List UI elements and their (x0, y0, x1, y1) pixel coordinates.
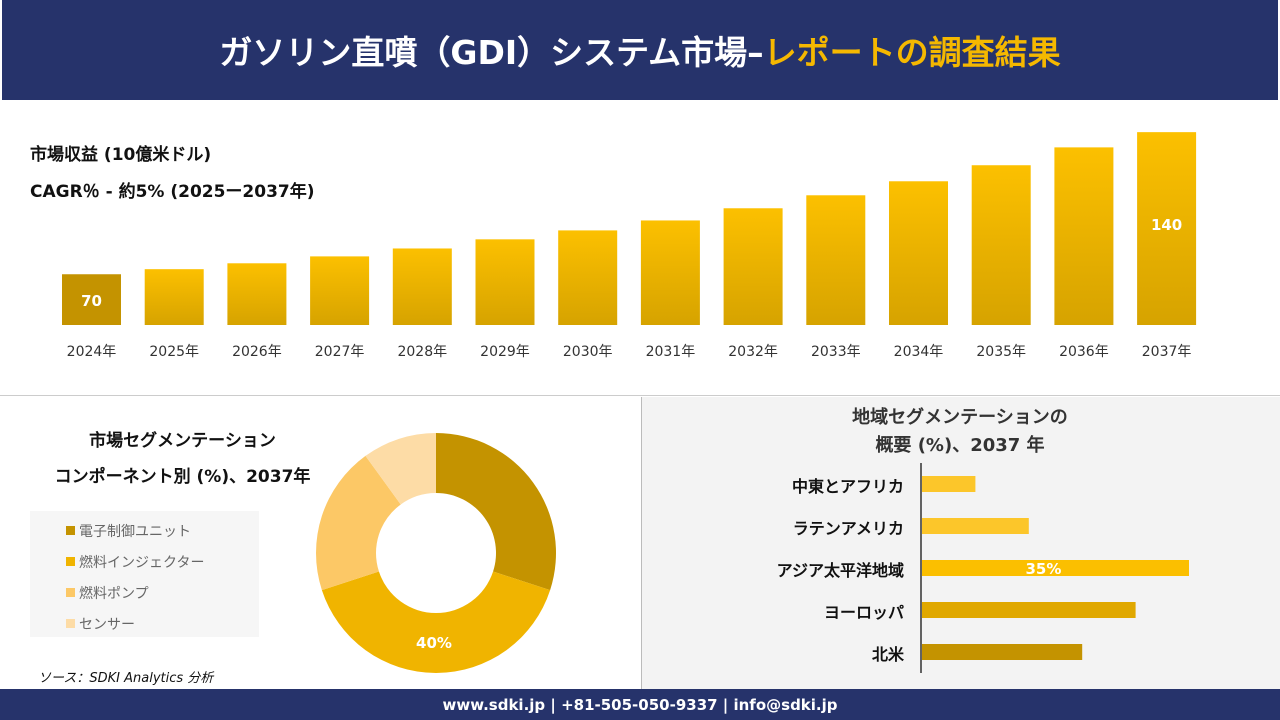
title-main: ガソリン直噴（GDI）システム市場– (219, 33, 764, 72)
regional-title-line2: 概要 (%)、2037 年 (875, 435, 1045, 456)
legend-item: センサー (66, 608, 259, 639)
revenue-bar (475, 239, 535, 325)
revenue-bar (558, 230, 618, 325)
revenue-label: 市場収益 (10億米ドル) (30, 145, 212, 165)
region-label: 中東とアフリカ (791, 477, 904, 496)
year-tick-label: 2025年 (149, 344, 199, 360)
legend-swatch (66, 619, 75, 628)
revenue-bar (62, 274, 121, 325)
donut-slice (321, 571, 551, 673)
revenue-bar (392, 248, 452, 325)
regional-title: 地域セグメンテーションの 概要 (%)、2037 年 (790, 404, 1130, 460)
legend-label: 電子制御ユニット (79, 523, 191, 540)
region-label: 北米 (871, 645, 904, 664)
legend-swatch (66, 526, 75, 535)
revenue-bar (310, 256, 370, 325)
year-tick-label: 2034年 (894, 344, 944, 360)
revenue-bar (1137, 132, 1197, 325)
revenue-bar (640, 220, 700, 325)
year-tick-label: 2031年 (646, 344, 696, 360)
revenue-bar (723, 208, 783, 325)
region-bar (922, 602, 1136, 618)
revenue-bar (227, 263, 287, 325)
legend-item: 電子制御ユニット (66, 515, 259, 546)
region-bar (922, 518, 1029, 534)
bar-data-label: 70 (81, 292, 102, 310)
source-note: ソース：SDKI Analytics 分析 (38, 671, 214, 686)
revenue-bar (971, 165, 1031, 325)
region-label: アジア太平洋地域 (776, 561, 904, 580)
year-tick-label: 2028年 (397, 344, 447, 360)
year-tick-label: 2029年 (480, 344, 530, 360)
year-tick-label: 2035年 (976, 344, 1026, 360)
legend-label: センサー (79, 616, 135, 633)
legend-label: 燃料ポンプ (79, 585, 149, 602)
legend-item: 燃料ポンプ (66, 577, 259, 608)
revenue-bar (144, 269, 204, 325)
title-accent: レポートの調査結果 (763, 33, 1061, 72)
cagr-label: CAGR％ - 約5% (2025ー2037年) (30, 182, 315, 202)
donut-slice (436, 433, 556, 591)
year-tick-label: 2036年 (1059, 344, 1109, 360)
region-data-label: 35% (1026, 560, 1062, 578)
region-label: ラテンアメリカ (792, 519, 904, 538)
legend-swatch (66, 557, 75, 566)
region-bar (922, 644, 1083, 660)
footer-contact: www.sdki.jp | +81-505-050-9337 | info@sd… (0, 689, 1280, 720)
page-title: ガソリン直噴（GDI）システム市場– レポートの調査結果 (2, 0, 1278, 100)
year-tick-label: 2037年 (1142, 344, 1192, 360)
legend-item: 燃料インジェクター (66, 546, 259, 577)
year-tick-label: 2033年 (811, 344, 861, 360)
legend-label: 燃料インジェクター (79, 554, 205, 571)
region-label: ヨーロッパ (823, 603, 904, 622)
divider (0, 395, 1280, 396)
legend-swatch (66, 588, 75, 597)
region-bar (922, 476, 976, 492)
region-bar (922, 560, 1189, 576)
component-subtitle: コンポーネント別 (%)、2037年 (54, 467, 311, 487)
year-tick-label: 2032年 (728, 344, 778, 360)
revenue-bar (889, 181, 948, 325)
year-tick-label: 2024年 (67, 344, 117, 360)
component-title: 市場セグメンテーション (89, 431, 276, 451)
regional-title-line1: 地域セグメンテーションの (852, 407, 1068, 428)
bar-data-label: 140 (1151, 216, 1182, 234)
revenue-bar (1054, 147, 1114, 325)
revenue-bar (806, 195, 866, 325)
year-tick-label: 2027年 (315, 344, 365, 360)
year-tick-label: 2030年 (563, 344, 613, 360)
donut-legend: 電子制御ユニット 燃料インジェクター 燃料ポンプ センサー (30, 511, 259, 637)
year-tick-label: 2026年 (232, 344, 282, 360)
donut-data-label: 40% (416, 634, 452, 652)
donut-slice (316, 455, 401, 591)
donut-slice (365, 433, 436, 505)
regional-panel (641, 397, 1280, 689)
